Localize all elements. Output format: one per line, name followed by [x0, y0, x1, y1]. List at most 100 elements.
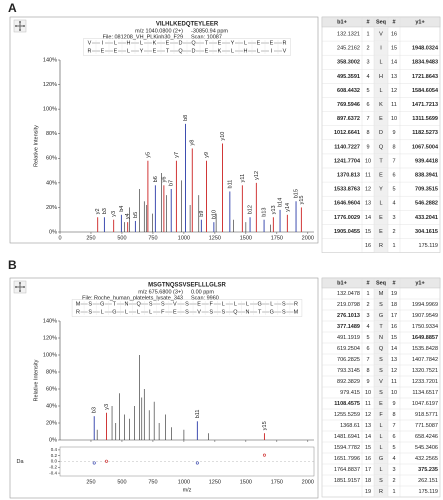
seq-cell-bg	[374, 153, 388, 168]
table-cell: 7	[392, 158, 395, 164]
seq-cell-bg	[374, 376, 388, 387]
panel-label: A	[8, 1, 17, 15]
table-cell: 12	[391, 368, 397, 374]
table-cell: 771.5087	[415, 423, 438, 429]
sequence-letter: L	[257, 48, 260, 54]
sequence-letter: R	[76, 309, 80, 315]
table-cell: 19	[365, 489, 371, 495]
table-cell: 4	[392, 201, 395, 207]
x-tick-label: 250	[86, 235, 95, 241]
table-cell: 1311.5699	[412, 116, 438, 122]
table-cell: 6	[392, 173, 395, 179]
table-cell: G	[379, 456, 383, 462]
table-cell: 276.1013	[337, 313, 360, 319]
sequence-letter: I	[102, 40, 104, 46]
x-tick-label: 1250	[209, 235, 221, 241]
peak-label: b6	[153, 176, 159, 182]
table-cell: 709.3515	[415, 187, 438, 193]
table-cell: L	[379, 423, 382, 429]
peak-label: y9	[204, 152, 210, 158]
y-tick-label: 20%	[46, 205, 57, 211]
seq-cell-bg	[374, 332, 388, 343]
y-tick-label: 0%	[49, 229, 57, 235]
sequence-letter: L	[140, 40, 143, 46]
seq-cell-bg	[374, 387, 388, 398]
seq-cell-bg	[374, 41, 388, 56]
y-axis-label: Relative Intensity	[33, 125, 39, 167]
spectrum-title: VILHLKEDQTEYLEER	[156, 22, 219, 28]
y-tick-label: 120%	[43, 335, 57, 341]
file: File: Roche_human_platelets_lysate_343	[82, 295, 183, 301]
table-cell: 619.2504	[337, 346, 360, 352]
sequence-letter: K	[218, 48, 222, 54]
table-cell: 495.3591	[337, 74, 360, 80]
sequence-letter: N	[124, 301, 128, 307]
table-cell: 838.3941	[415, 173, 438, 179]
spectrum-title: MSGTNQSSVSEFLLLGLSR	[148, 283, 226, 289]
table-cell: 1	[392, 489, 395, 495]
seq-cell-bg	[374, 442, 388, 453]
sequence-letter: S	[209, 309, 213, 315]
table-cell: 13	[391, 357, 397, 363]
move-arrow-head	[23, 286, 25, 288]
table-cell: 1994.9969	[412, 302, 438, 308]
table-cell: 375.235	[418, 467, 438, 473]
table-cell: S	[379, 368, 383, 374]
sequence-letter: N	[246, 309, 250, 315]
peak-label: y15	[299, 196, 305, 205]
table-cell: 6	[366, 102, 369, 108]
table-cell: 793.3145	[337, 368, 360, 374]
table-cell: 7	[392, 423, 395, 429]
table-cell: 1108.4575	[334, 401, 360, 407]
sequence-letter: L	[127, 48, 130, 54]
table-cell: 1047.6197	[412, 401, 438, 407]
sequence-letter: E	[114, 48, 118, 54]
move-arrow-head	[23, 25, 25, 27]
error-y-tick-label: 0.0	[51, 459, 58, 464]
sequence-letter: D	[192, 48, 196, 54]
table-cell: 979.415	[340, 390, 360, 396]
table-cell: 1948.0324	[412, 46, 439, 52]
sequence-letter: S	[149, 301, 153, 307]
table-cell: 17	[391, 313, 397, 319]
table-cell: 1649.8857	[412, 335, 438, 341]
table-cell: 245.2162	[337, 46, 360, 52]
table-cell: 706.2825	[337, 357, 360, 363]
seq-cell-bg	[374, 321, 388, 332]
table-cell: 545.3406	[415, 445, 438, 451]
table-cell: 7	[366, 116, 369, 122]
table-cell: V	[379, 32, 383, 38]
sequence-letter: E	[197, 301, 201, 307]
table-cell: 892.3829	[337, 379, 360, 385]
seq-cell-bg	[374, 398, 388, 409]
table-cell: 2	[392, 478, 395, 484]
sequence-frame	[83, 38, 291, 56]
sequence-letter: I	[271, 48, 273, 54]
seq-cell-bg	[374, 310, 388, 321]
panel-label: B	[8, 258, 17, 272]
table-cell: 1012.6641	[334, 130, 360, 136]
sequence-letter: L	[246, 301, 249, 307]
peak-label: y6	[161, 177, 167, 183]
table-cell: 8	[392, 412, 395, 418]
sequence-letter: R	[294, 301, 298, 307]
table-cell: 3	[366, 60, 369, 66]
table-cell: 1	[392, 243, 395, 249]
table-cell: T	[379, 324, 383, 330]
seq-cell-bg	[374, 238, 388, 253]
sequence-letter: L	[270, 301, 273, 307]
table-cell: 1584.6054	[412, 88, 439, 94]
table-header: Seq	[376, 280, 386, 286]
table-cell: H	[379, 74, 383, 80]
peak-label: b14	[278, 198, 284, 207]
sequence-letter: Q	[178, 48, 183, 54]
x-tick-label: 250	[86, 479, 95, 485]
scan: Scan: 10087	[191, 34, 222, 40]
y-tick-label: 60%	[46, 156, 57, 162]
table-cell: 1241.7704	[334, 158, 361, 164]
sequence-letter: S	[88, 301, 92, 307]
move-arrow-head	[19, 29, 21, 31]
peak-label: y4	[125, 213, 131, 219]
sequence-letter: G	[257, 301, 261, 307]
seq-cell-bg	[374, 464, 388, 475]
